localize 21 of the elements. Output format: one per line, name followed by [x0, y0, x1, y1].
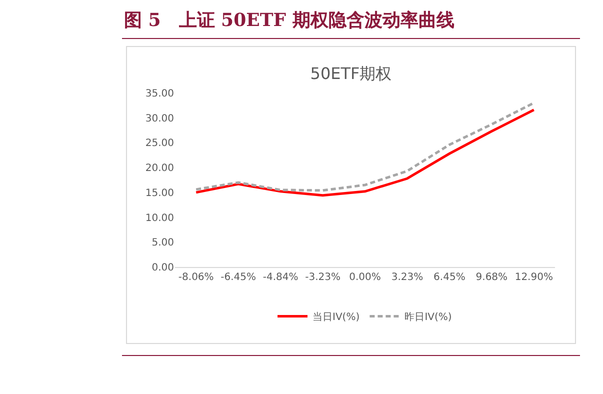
y-tick-label: 0.00 [152, 262, 174, 274]
x-tick-label: 9.68% [476, 272, 508, 283]
x-tick-label: 12.90% [514, 272, 553, 283]
chart-subtitle: 50ETF期权 [310, 64, 392, 83]
x-tick-label: 0.00% [349, 272, 381, 283]
y-tick-label: 5.00 [152, 238, 174, 249]
x-tick-label: 6.45% [434, 272, 466, 283]
legend-label: 昨日IV(%) [404, 311, 452, 324]
y-tick-label: 15.00 [145, 188, 174, 199]
y-tick-label: 20.00 [145, 163, 174, 174]
y-tick-label: 35.00 [145, 88, 174, 100]
x-tick-label: -3.23% [305, 272, 340, 283]
y-tick-label: 30.00 [145, 113, 174, 124]
x-tick-label: -4.84% [262, 272, 298, 283]
chart-title: 图 5 上证 50ETF 期权隐含波动率曲线 [124, 9, 454, 32]
x-tick-label: 3.23% [391, 272, 424, 283]
x-tick-label: -8.06% [178, 272, 214, 283]
y-tick-label: 10.00 [145, 212, 174, 224]
x-tick-label: -6.45% [220, 272, 256, 283]
legend-label: 当日IV(%) [312, 311, 360, 324]
y-tick-label: 25.00 [145, 138, 174, 150]
